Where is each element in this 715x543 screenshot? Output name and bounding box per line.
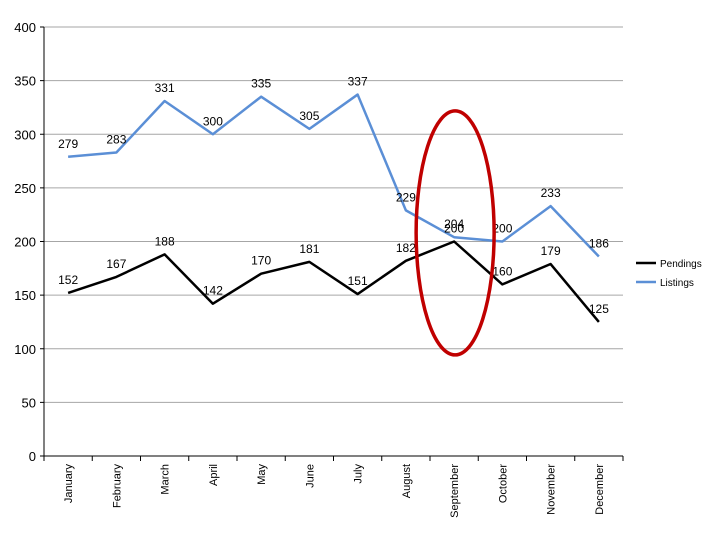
data-label-listings: 337 [348,75,368,89]
x-tick-label: June [304,464,316,488]
data-label-listings: 279 [58,137,78,151]
data-label-listings: 204 [444,217,464,231]
y-tick-label: 50 [22,395,36,410]
x-tick-label: December [594,464,606,515]
data-label-listings: 186 [589,237,609,251]
data-label-listings: 229 [396,190,416,204]
series-line-pendings [67,240,600,323]
x-tick-label: January [63,464,75,504]
data-label-pendings: 188 [155,234,175,248]
x-tick-label: May [256,464,268,485]
x-axis-ticks: January February March April May June July Augu… [43,456,624,518]
data-label-pendings: 181 [299,242,319,256]
data-label-pendings: 152 [58,273,78,287]
data-label-pendings: 200 [444,222,464,236]
y-tick-label: 350 [14,74,36,89]
data-label-pendings: 167 [106,257,126,271]
y-tick-label: 200 [14,235,36,250]
y-tick-label: 150 [14,288,36,303]
x-tick-label: February [111,464,123,509]
x-tick-label: November [546,464,558,515]
data-label-listings: 283 [106,132,126,146]
x-tick-label: October [497,464,509,503]
x-tick-label: March [160,464,172,495]
data-label-pendings: 170 [251,254,271,268]
x-tick-label: August [401,464,413,498]
data-labels: 152 167 188 142 170 181 151 182 200 160 179 125 279 2… [58,75,609,316]
y-tick-label: 400 [14,20,36,35]
x-tick-label: April [208,464,220,486]
data-label-pendings: 142 [203,284,223,298]
gridlines [44,26,623,403]
data-label-pendings: 179 [541,244,561,258]
data-label-pendings: 160 [492,264,512,278]
y-axis-ticks: 0 50 100 150 200 250 300 350 400 [14,20,44,464]
series-line-listings [68,93,600,258]
highlight-ellipse [414,109,496,357]
y-tick-label: 300 [14,127,36,142]
data-label-listings: 200 [492,222,512,236]
data-label-listings: 335 [251,77,271,91]
x-tick-label: September [449,464,461,518]
data-label-listings: 305 [299,109,319,123]
data-label-listings: 331 [155,81,175,95]
series-lines [67,93,600,323]
data-label-pendings: 182 [396,241,416,255]
data-label-listings: 300 [203,114,223,128]
annotation [414,109,496,357]
x-tick-label: July [353,464,365,484]
legend: Pendings Listings [636,259,702,289]
data-label-pendings: 125 [589,302,609,316]
legend-label-pendings: Pendings [660,259,702,270]
legend-label-listings: Listings [660,278,694,289]
y-tick-label: 100 [14,342,36,357]
y-tick-label: 250 [14,181,36,196]
data-label-pendings: 151 [348,274,368,288]
data-label-listings: 233 [541,186,561,200]
y-tick-label: 0 [29,449,36,464]
